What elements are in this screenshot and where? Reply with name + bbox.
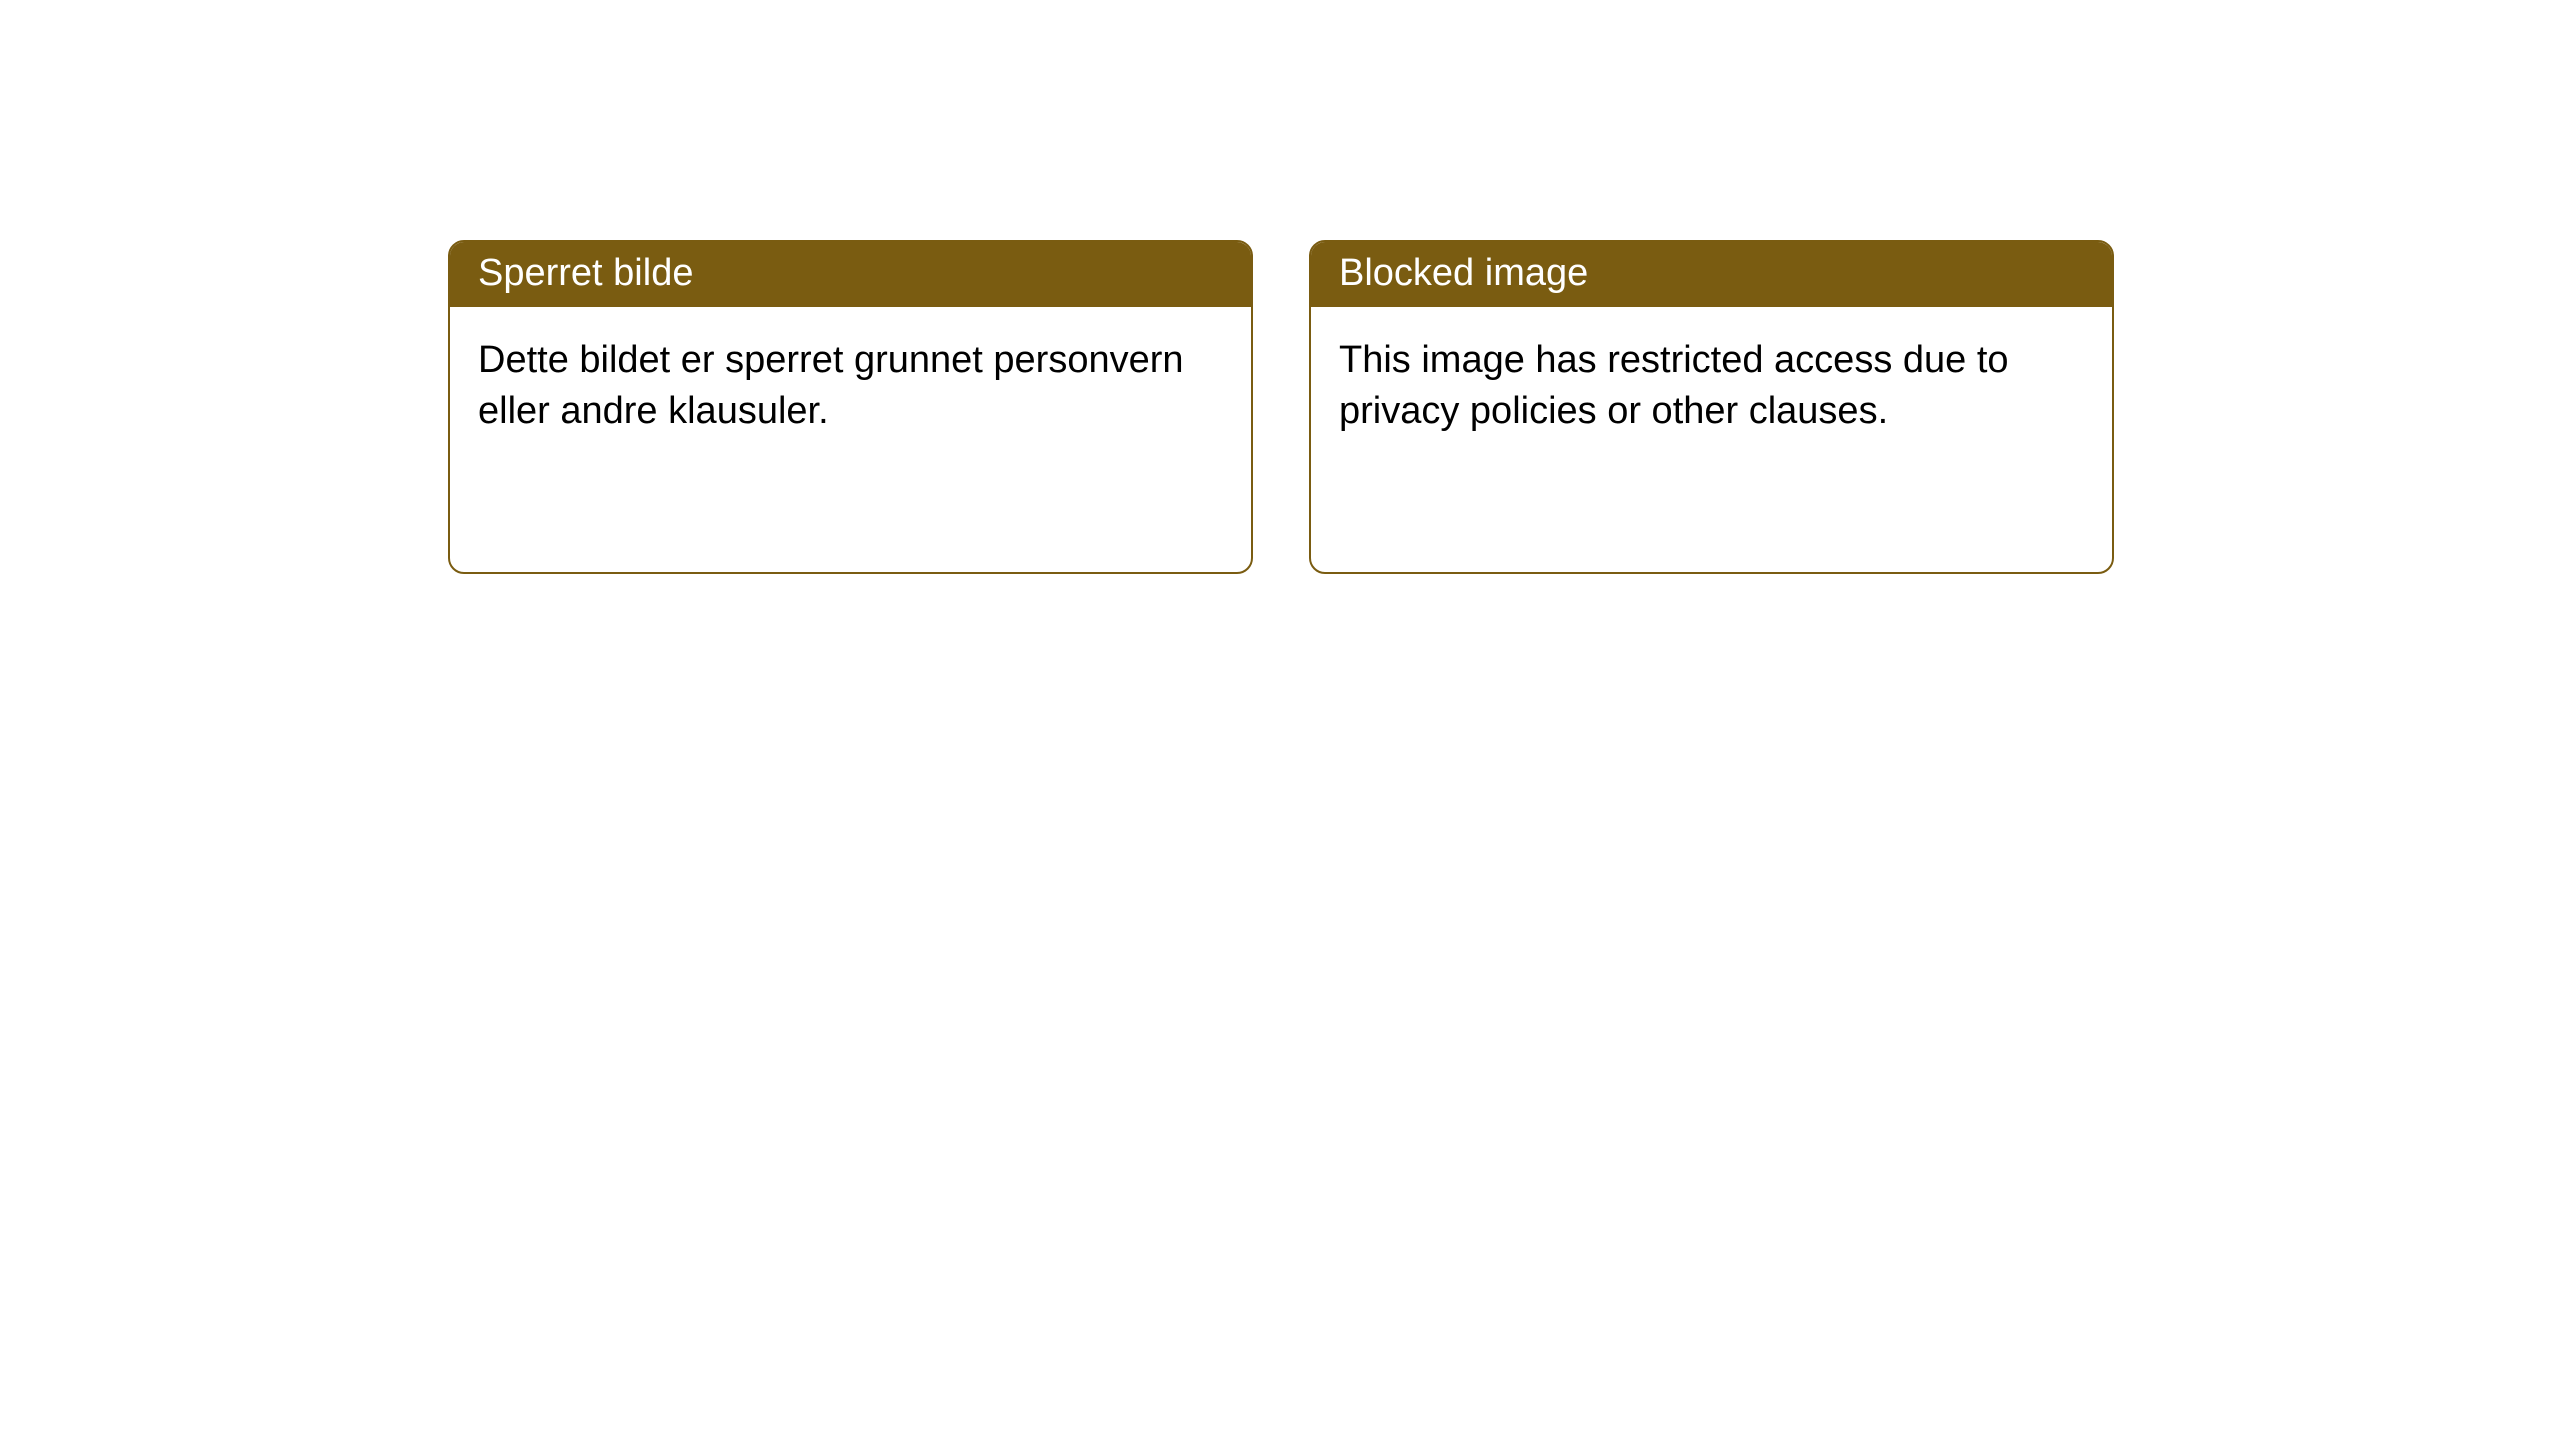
notice-body: This image has restricted access due to … xyxy=(1311,307,2112,466)
notice-card-english: Blocked image This image has restricted … xyxy=(1309,240,2114,574)
notice-body: Dette bildet er sperret grunnet personve… xyxy=(450,307,1251,466)
notice-card-norwegian: Sperret bilde Dette bildet er sperret gr… xyxy=(448,240,1253,574)
notice-header: Sperret bilde xyxy=(450,242,1251,307)
notice-container: Sperret bilde Dette bildet er sperret gr… xyxy=(0,0,2560,574)
notice-header: Blocked image xyxy=(1311,242,2112,307)
